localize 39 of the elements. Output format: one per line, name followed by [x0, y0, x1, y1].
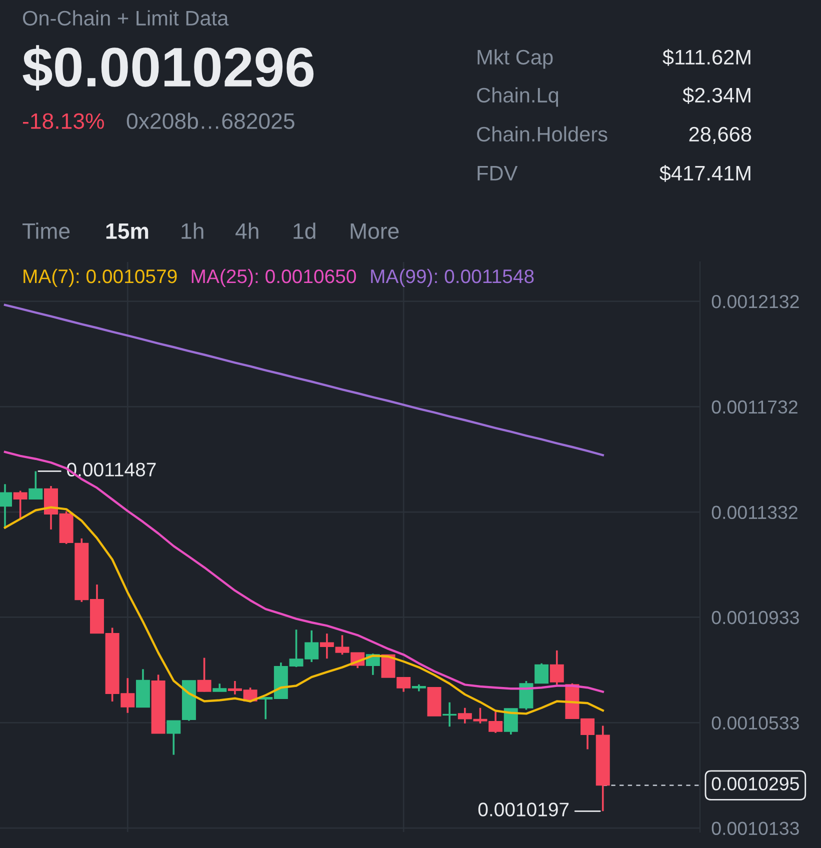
- text: Mkt Cap: [478, 49, 553, 69]
- text: FDV: [478, 166, 518, 180]
- candlestick: [28, 470, 43, 500]
- line-series: [4, 304, 604, 456]
- text: 1d: [294, 222, 316, 239]
- y-tick-label: 0.0011332: [712, 506, 798, 520]
- text: $417.41M: [660, 164, 750, 182]
- text: 0x208b…682025: [126, 112, 294, 129]
- text: 28,668: [689, 126, 752, 144]
- candlestick: [166, 720, 181, 756]
- y-tick-label: 0.0011732: [712, 400, 798, 414]
- text: MA(99): 0.0011548: [371, 268, 534, 288]
- text: Time: [22, 222, 70, 239]
- text: 1h: [182, 222, 204, 239]
- candlestick: [197, 656, 212, 693]
- text: 4h: [236, 222, 258, 239]
- text: More: [350, 223, 399, 239]
- text: $0.0010296: [22, 45, 314, 90]
- text: $111.62M: [662, 48, 750, 66]
- y-tick-label: 0.0012132: [712, 294, 799, 308]
- y-tick-label: 0.0010533: [712, 716, 799, 730]
- candlestick: [442, 701, 457, 728]
- y-tick-label: 0.0010933: [712, 610, 799, 624]
- text: $2.34M: [682, 86, 750, 104]
- line-series: [4, 450, 604, 693]
- candlestick: [458, 706, 472, 724]
- annotation: 0.0011487: [66, 462, 156, 476]
- ref-line-label: 0.0010295: [712, 777, 799, 790]
- text: 15m: [106, 223, 148, 239]
- text: Chain.Lq: [477, 87, 558, 107]
- text: MA(7): 0.0010579: [24, 268, 177, 288]
- annotation: 0.0010197: [478, 802, 569, 816]
- y-tick-label: 0.0010133: [712, 822, 799, 836]
- candlestick: [550, 650, 564, 686]
- candlestick: [13, 490, 28, 520]
- text: Chain.Holders: [477, 126, 608, 142]
- text: -18.13%: [22, 113, 104, 129]
- text: MA(25): 0.0010650: [192, 268, 356, 288]
- text: On-Chain + Limit Data: [22, 10, 229, 26]
